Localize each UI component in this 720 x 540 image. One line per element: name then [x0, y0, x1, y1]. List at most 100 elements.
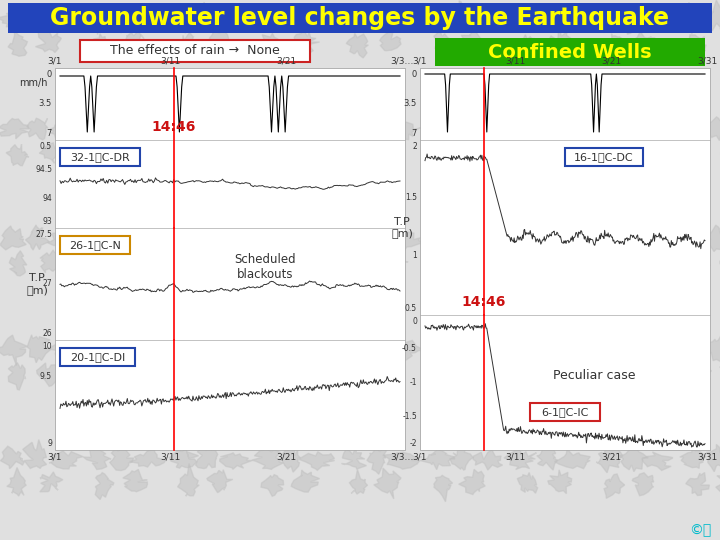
Polygon shape	[639, 13, 680, 30]
Polygon shape	[632, 361, 656, 382]
Text: Scheduled
blackouts: Scheduled blackouts	[234, 253, 296, 281]
Text: 7: 7	[47, 129, 52, 138]
Polygon shape	[469, 12, 507, 29]
Text: 3/3…: 3/3…	[390, 453, 413, 462]
Polygon shape	[623, 114, 646, 141]
Polygon shape	[706, 334, 720, 361]
Polygon shape	[365, 116, 389, 139]
Text: 26-1：C-N: 26-1：C-N	[69, 240, 121, 250]
Polygon shape	[420, 449, 455, 470]
Text: 0: 0	[47, 70, 52, 79]
Text: 94: 94	[42, 193, 52, 202]
Polygon shape	[555, 120, 595, 139]
Polygon shape	[598, 10, 625, 32]
Polygon shape	[432, 363, 453, 385]
Polygon shape	[89, 139, 112, 167]
Polygon shape	[27, 118, 48, 140]
Polygon shape	[465, 363, 488, 384]
Polygon shape	[707, 117, 720, 140]
Polygon shape	[604, 474, 625, 498]
Polygon shape	[517, 472, 538, 493]
Polygon shape	[169, 448, 199, 468]
Polygon shape	[603, 356, 627, 387]
Polygon shape	[262, 254, 282, 280]
Polygon shape	[383, 453, 422, 469]
Polygon shape	[549, 364, 574, 382]
Polygon shape	[8, 30, 27, 56]
Polygon shape	[197, 224, 218, 249]
Text: 3.5: 3.5	[39, 99, 52, 109]
Polygon shape	[40, 250, 63, 273]
Polygon shape	[706, 444, 720, 472]
Polygon shape	[49, 451, 84, 469]
Polygon shape	[9, 251, 27, 276]
Polygon shape	[120, 251, 148, 273]
Polygon shape	[27, 5, 48, 31]
Polygon shape	[283, 110, 305, 141]
Polygon shape	[546, 26, 572, 52]
Bar	[55, 68, 405, 450]
Text: Groundwater level changes by the Earthquake: Groundwater level changes by the Earthqu…	[50, 6, 670, 30]
Text: 3.5: 3.5	[404, 99, 417, 109]
Polygon shape	[433, 144, 455, 170]
Polygon shape	[347, 254, 366, 278]
Bar	[8, 3, 712, 33]
Polygon shape	[603, 33, 625, 54]
Polygon shape	[340, 116, 365, 141]
Text: 93: 93	[42, 217, 52, 226]
Bar	[60, 148, 140, 166]
Polygon shape	[132, 340, 165, 360]
Polygon shape	[433, 475, 453, 502]
Text: 0.5: 0.5	[405, 304, 417, 313]
Polygon shape	[425, 338, 456, 357]
Polygon shape	[50, 123, 82, 139]
Polygon shape	[349, 469, 368, 494]
Polygon shape	[423, 121, 451, 140]
Polygon shape	[252, 449, 284, 469]
Polygon shape	[518, 361, 537, 389]
Polygon shape	[123, 140, 147, 162]
Polygon shape	[40, 472, 63, 492]
Text: T.P
（m): T.P （m)	[391, 217, 413, 238]
Polygon shape	[385, 340, 426, 361]
Polygon shape	[281, 225, 302, 249]
Polygon shape	[346, 146, 369, 165]
Bar	[420, 68, 710, 450]
Polygon shape	[217, 343, 254, 359]
Polygon shape	[253, 9, 281, 30]
Polygon shape	[680, 446, 706, 468]
Text: 3/21: 3/21	[601, 57, 621, 66]
Text: 3/11: 3/11	[161, 57, 181, 66]
Polygon shape	[131, 230, 165, 254]
Text: 7: 7	[412, 129, 417, 138]
Text: 9.5: 9.5	[40, 372, 52, 381]
Polygon shape	[506, 6, 536, 30]
Polygon shape	[548, 470, 572, 494]
Polygon shape	[689, 254, 711, 276]
Polygon shape	[619, 444, 648, 471]
Polygon shape	[595, 226, 622, 249]
Polygon shape	[304, 10, 335, 30]
Polygon shape	[339, 340, 366, 362]
Polygon shape	[636, 31, 658, 54]
Text: 6-1：C-IC: 6-1：C-IC	[541, 407, 589, 417]
Polygon shape	[282, 446, 301, 472]
Text: 0.5: 0.5	[40, 142, 52, 151]
Polygon shape	[519, 35, 538, 60]
Polygon shape	[109, 5, 132, 33]
Polygon shape	[220, 453, 252, 469]
Text: 2: 2	[413, 142, 417, 151]
Bar	[60, 348, 135, 366]
Text: 3/31: 3/31	[697, 453, 717, 462]
Polygon shape	[380, 30, 401, 51]
Polygon shape	[639, 118, 675, 138]
Polygon shape	[176, 32, 199, 56]
Text: -2: -2	[410, 439, 417, 448]
Polygon shape	[450, 1, 472, 30]
Text: T.P
（m): T.P （m)	[26, 273, 48, 295]
Polygon shape	[471, 232, 509, 249]
Polygon shape	[84, 116, 111, 139]
Polygon shape	[537, 336, 563, 358]
Text: 27: 27	[42, 280, 52, 288]
Polygon shape	[119, 363, 145, 386]
